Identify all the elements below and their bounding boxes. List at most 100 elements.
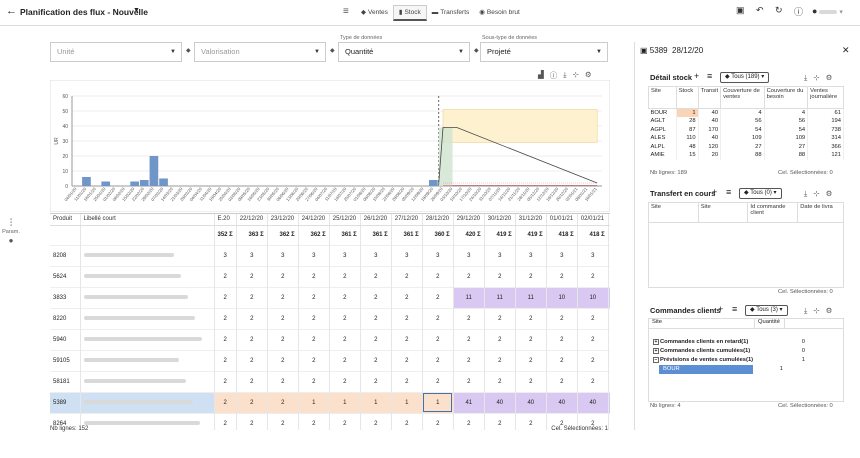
info-icon[interactable]: ⓘ	[794, 7, 804, 17]
grid-cell[interactable]: 2	[484, 266, 516, 287]
grid-cell[interactable]: 2	[515, 350, 547, 371]
grid-cell[interactable]: 2	[298, 287, 330, 308]
table-row[interactable]: ALPL 48 120 27 27 366	[648, 142, 844, 151]
table-row[interactable]: 383322222222111111101010	[50, 287, 610, 308]
grid-cell[interactable]: 2	[546, 413, 578, 430]
gear-icon[interactable]: ⚙	[825, 73, 833, 82]
stock-filter-pill[interactable]: ◆ Tous (189) ▾	[720, 72, 770, 83]
stock-col-header[interactable]: Couverture du besoin	[763, 86, 809, 109]
grid-cell[interactable]: 2	[515, 371, 547, 392]
hamburger-menu-icon[interactable]: ≡	[343, 6, 349, 17]
list-item[interactable]: + Commandes clients cumulées(1) 0	[653, 348, 805, 354]
grid-cell[interactable]: 2	[267, 266, 299, 287]
table-row[interactable]: 826422222222222222	[50, 413, 610, 430]
grid-cell[interactable]: 3	[484, 245, 516, 266]
grid-cell[interactable]: 2	[360, 308, 392, 329]
grid-cell[interactable]: 3	[422, 245, 454, 266]
table-row[interactable]: 538922211111414040404040	[50, 392, 610, 413]
orders-filter-pill[interactable]: ◆ Tous (3) ▾	[745, 305, 788, 316]
tab-besoin-brut[interactable]: ◉ Besoin brut	[474, 5, 525, 21]
grid-col-header[interactable]: 24/12/20	[298, 214, 330, 226]
table-row[interactable]: AGPL 87 170 54 54 738	[648, 125, 844, 134]
grid-cell[interactable]: 1	[329, 392, 361, 413]
grid-cell[interactable]: 2	[391, 350, 423, 371]
grid-cell[interactable]: 2	[453, 350, 485, 371]
grid-cell[interactable]: 2	[515, 329, 547, 350]
back-arrow-icon[interactable]: ←	[6, 5, 17, 17]
grid-col-header[interactable]: 30/12/20	[484, 214, 516, 226]
grid-cell[interactable]: 2	[298, 329, 330, 350]
grid-cell[interactable]: 41	[453, 392, 485, 413]
grid-cell[interactable]: 3	[214, 245, 237, 266]
table-row[interactable]: ALES 110 40 109 109 314	[648, 134, 844, 143]
grid-cell[interactable]: 2	[236, 287, 268, 308]
grid-cell[interactable]: 2	[236, 308, 268, 329]
grid-cell[interactable]: 2	[360, 287, 392, 308]
grid-cell[interactable]: 3	[608, 245, 610, 266]
grid-cell[interactable]: 3	[298, 245, 330, 266]
hierarchy-icon[interactable]: ⊹	[572, 70, 579, 79]
list-item[interactable]: − Prévisions de ventes cumulées(1) 1	[653, 357, 805, 363]
gear-icon[interactable]: ⚙	[584, 70, 592, 79]
grid-cell[interactable]: 2	[577, 266, 609, 287]
grid-cell[interactable]: 2	[329, 329, 361, 350]
grid-cell[interactable]: 2	[391, 266, 423, 287]
gear-icon[interactable]: ⚙	[825, 306, 833, 315]
table-row[interactable]: 820833333333333333	[50, 245, 610, 266]
list-icon[interactable]: ≡	[732, 304, 738, 314]
expand-icon[interactable]: +	[653, 348, 659, 354]
hierarchy-icon[interactable]: ⊹	[813, 73, 820, 82]
grid-col-header[interactable]: 26/12/20	[360, 214, 392, 226]
hierarchy-icon[interactable]: ⊹	[813, 306, 820, 315]
grid-cell[interactable]: 2	[453, 329, 485, 350]
grid-cell[interactable]: 3	[391, 245, 423, 266]
transfers-col-header[interactable]: Date de livra	[797, 202, 844, 223]
grid-cell[interactable]: 2	[422, 308, 454, 329]
tab-stock[interactable]: ▮ Stock	[392, 5, 427, 21]
grid-cell[interactable]: 3	[577, 245, 609, 266]
stock-col-header[interactable]: Transit	[697, 86, 722, 109]
grid-cell[interactable]: 2	[422, 413, 454, 430]
collapse-icon[interactable]: −	[653, 357, 659, 363]
grid-col-header[interactable]: Produit	[50, 214, 81, 226]
grid-cell[interactable]: 2	[546, 350, 578, 371]
grid-col-header[interactable]: 28/12/20	[422, 214, 454, 226]
params-toggle[interactable]: ⫶ Param. ●	[0, 218, 22, 245]
grid-cell[interactable]: 40	[546, 392, 578, 413]
grid-cell[interactable]: 2	[515, 413, 547, 430]
data-subtype-select[interactable]: Projeté ▼	[480, 42, 608, 62]
grid-cell[interactable]: 2	[214, 287, 237, 308]
add-icon[interactable]: +	[694, 71, 700, 81]
grid-cell[interactable]: 3	[515, 245, 547, 266]
list-icon[interactable]: ≡	[707, 71, 713, 81]
add-icon[interactable]: +	[712, 187, 718, 197]
grid-cell[interactable]: 2	[484, 371, 516, 392]
stock-col-header[interactable]: Couverture de ventes	[720, 86, 765, 109]
gear-icon[interactable]: ⚙	[825, 189, 833, 198]
grid-cell[interactable]: 2	[360, 413, 392, 430]
grid-cell[interactable]: 3	[453, 245, 485, 266]
grid-cell[interactable]: 2	[298, 266, 330, 287]
grid-cell[interactable]: 2	[422, 287, 454, 308]
grid-cell[interactable]: 2	[214, 392, 237, 413]
grid-cell[interactable]: 2	[577, 371, 609, 392]
chevron-down-icon[interactable]: ▼	[133, 7, 140, 14]
grid-cell[interactable]: 2	[577, 350, 609, 371]
grid-cell[interactable]: 2	[236, 371, 268, 392]
grid-cell[interactable]: 40	[577, 392, 609, 413]
stock-col-header[interactable]: Site	[648, 86, 677, 109]
grid-cell[interactable]: 2	[608, 308, 610, 329]
grid-cell[interactable]: 11	[453, 287, 485, 308]
grid-cell[interactable]: 2	[360, 266, 392, 287]
grid-cell[interactable]: 2	[453, 308, 485, 329]
grid-cell[interactable]: 2	[484, 413, 516, 430]
stock-col-header[interactable]: Stock	[675, 86, 699, 109]
transfers-col-header[interactable]: Id commande client	[747, 202, 799, 223]
grid-cell[interactable]: 40	[608, 392, 610, 413]
grid-cell[interactable]: 2	[577, 329, 609, 350]
grid-cell[interactable]: 3	[329, 245, 361, 266]
add-icon[interactable]: +	[718, 304, 724, 314]
grid-cell[interactable]: 2	[391, 413, 423, 430]
grid-cell[interactable]: 40	[515, 392, 547, 413]
valorisation-select[interactable]: Valorisation ▼	[194, 42, 326, 62]
